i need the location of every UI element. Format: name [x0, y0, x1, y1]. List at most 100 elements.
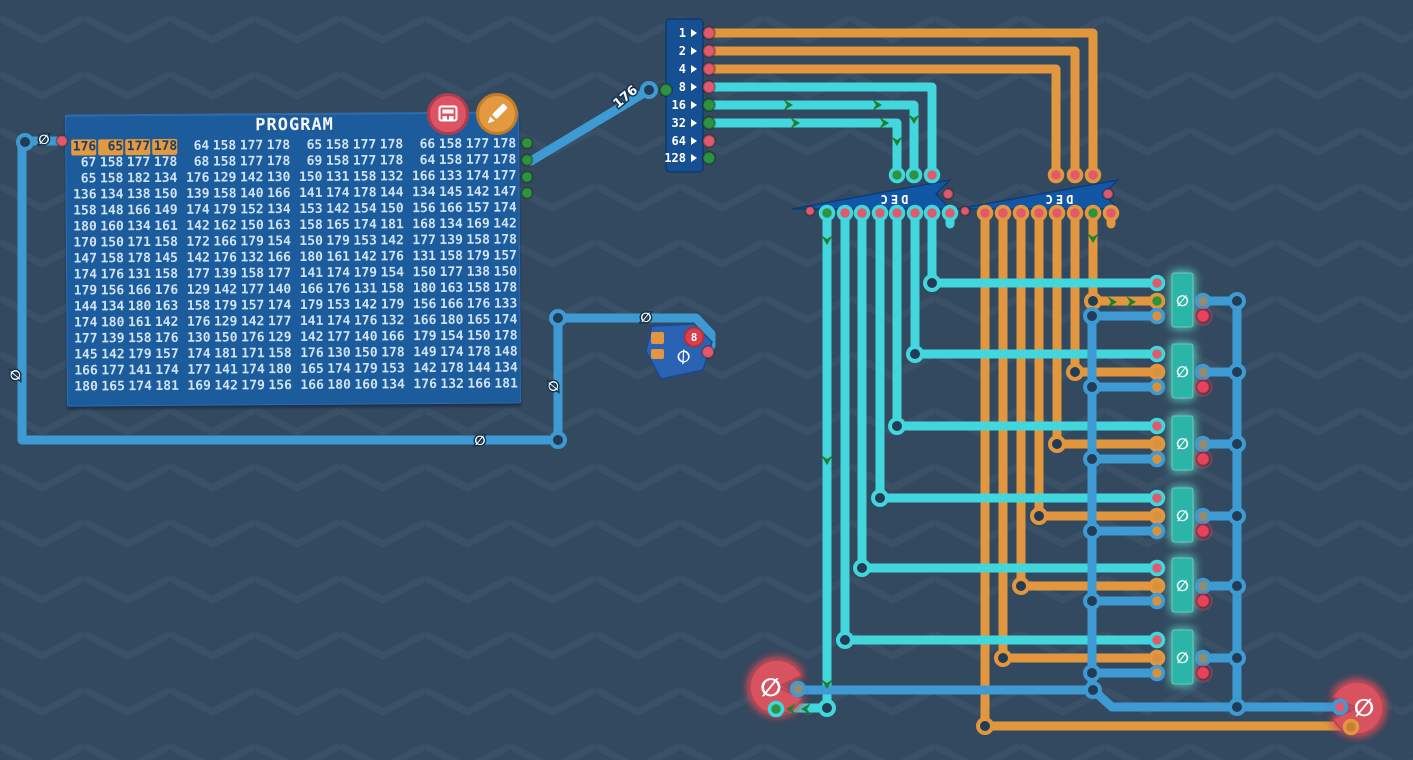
register-output-pin[interactable]	[1194, 363, 1212, 381]
register-write-pin[interactable]	[1148, 592, 1166, 610]
wire-bit1[interactable]	[705, 28, 1098, 176]
wire-bit8[interactable]	[705, 82, 937, 176]
led-indicator[interactable]	[1195, 308, 1211, 324]
junction-node[interactable]	[836, 631, 854, 649]
register-select-pin[interactable]	[1148, 363, 1166, 381]
led-indicator[interactable]	[1195, 593, 1211, 609]
dec-output-pin[interactable]	[976, 204, 994, 222]
junction-node[interactable]	[1030, 507, 1048, 525]
junction-node[interactable]	[888, 417, 906, 435]
program-address-pin[interactable]	[55, 134, 69, 148]
junction-node[interactable]	[1228, 435, 1246, 453]
junction-node[interactable]	[818, 699, 836, 717]
junction-node[interactable]	[1228, 292, 1246, 310]
register-data-pin[interactable]	[1148, 489, 1166, 507]
program-output-pin[interactable]	[520, 170, 534, 184]
dec-side-pin[interactable]	[959, 205, 971, 217]
junction-node[interactable]	[1066, 363, 1084, 381]
junction-node[interactable]	[549, 309, 567, 327]
splitter-output-pin[interactable]	[702, 80, 716, 94]
register-data-pin[interactable]	[1148, 345, 1166, 363]
junction-node[interactable]	[16, 133, 34, 151]
register-write-pin[interactable]	[1148, 522, 1166, 540]
register-cell-component[interactable]	[1171, 272, 1194, 328]
dec-output-pin[interactable]	[1066, 204, 1084, 222]
register-output-pin[interactable]	[1194, 435, 1212, 453]
register-cell-component[interactable]	[1171, 629, 1194, 685]
splitter-output-pin[interactable]	[702, 116, 716, 130]
register-select-pin[interactable]	[1148, 435, 1166, 453]
dec-output-pin[interactable]	[994, 204, 1012, 222]
junction-node[interactable]	[871, 489, 889, 507]
wire-bit2[interactable]	[705, 46, 1080, 176]
junction-node[interactable]	[1012, 577, 1030, 595]
register-data-pin[interactable]	[1148, 559, 1166, 577]
counter-output-pin[interactable]	[789, 680, 807, 698]
led-indicator[interactable]	[1195, 379, 1211, 395]
register-data-pin[interactable]	[1148, 417, 1166, 435]
junction-node[interactable]	[1228, 698, 1246, 716]
register-output-pin[interactable]	[1194, 507, 1212, 525]
junction-node[interactable]	[976, 717, 994, 735]
junction-node[interactable]	[1084, 292, 1102, 310]
dec-output-pin[interactable]	[888, 204, 906, 222]
junction-node[interactable]	[1228, 363, 1246, 381]
junction-node[interactable]	[1083, 522, 1101, 540]
splitter-output-pin[interactable]	[702, 151, 716, 165]
dec-output-pin[interactable]	[871, 204, 889, 222]
led-indicator[interactable]	[1195, 523, 1211, 539]
program-output-pin[interactable]	[520, 136, 534, 150]
wire-dec2-out[interactable]	[1070, 209, 1156, 377]
register-select-pin[interactable]	[1148, 507, 1166, 525]
dec-output-pin[interactable]	[923, 204, 941, 222]
junction-node[interactable]	[1048, 435, 1066, 453]
dec-input-pin[interactable]	[1047, 166, 1065, 184]
splitter-output-pin[interactable]	[702, 98, 716, 112]
register-cell-component[interactable]	[1171, 343, 1194, 399]
edit-program-button[interactable]	[476, 93, 518, 135]
register-cell-component[interactable]	[1171, 557, 1194, 613]
pc-save-pin[interactable]	[651, 332, 664, 344]
dec-output-pin[interactable]	[1084, 204, 1102, 222]
dec-side-pin[interactable]	[1102, 188, 1114, 200]
junction-node[interactable]	[1228, 577, 1246, 595]
junction-node[interactable]	[994, 649, 1012, 667]
register-select-pin[interactable]	[1148, 577, 1166, 595]
wire-program-to-splitter[interactable]	[526, 85, 669, 166]
dec-output-pin[interactable]	[818, 204, 836, 222]
dec-input-pin[interactable]	[905, 166, 923, 184]
program-output-pin[interactable]	[520, 186, 534, 200]
dec-output-pin[interactable]	[836, 204, 854, 222]
junction-node[interactable]	[1083, 664, 1101, 682]
dec-decoder-component[interactable]	[956, 178, 1121, 210]
register-data-pin[interactable]	[1148, 631, 1166, 649]
junction-node[interactable]	[1083, 378, 1101, 396]
register-write-pin[interactable]	[1148, 378, 1166, 396]
view-memory-button-circle[interactable]	[427, 93, 469, 135]
junction-node[interactable]	[1083, 450, 1101, 468]
splitter-output-pin[interactable]	[702, 44, 716, 58]
dec-input-pin[interactable]	[1084, 166, 1102, 184]
counter-input-pin[interactable]	[1342, 718, 1360, 736]
junction-node[interactable]	[1084, 681, 1102, 699]
junction-node[interactable]	[549, 431, 567, 449]
register-data-pin[interactable]	[1148, 274, 1166, 292]
pc-output-pin[interactable]	[701, 345, 715, 359]
dec-output-pin[interactable]	[906, 204, 924, 222]
splitter-output-pin[interactable]	[702, 134, 716, 148]
register-write-pin[interactable]	[1148, 450, 1166, 468]
dec-decoder-component[interactable]	[791, 178, 953, 210]
led-indicator[interactable]	[1195, 451, 1211, 467]
register-cell-component[interactable]	[1171, 415, 1194, 471]
splitter-output-pin[interactable]	[702, 26, 716, 40]
led-indicator[interactable]	[1195, 665, 1211, 681]
register-cell-component[interactable]	[1171, 487, 1194, 543]
register-select-pin[interactable]	[1148, 292, 1166, 310]
counter-input-pin[interactable]	[767, 700, 785, 718]
dec-output-pin[interactable]	[1102, 204, 1120, 222]
byte-splitter-component[interactable]	[665, 18, 704, 173]
dec-side-pin[interactable]	[804, 205, 816, 217]
register-select-pin[interactable]	[1148, 649, 1166, 667]
junction-node[interactable]	[1228, 507, 1246, 525]
wire-bit16[interactable]	[705, 100, 919, 176]
